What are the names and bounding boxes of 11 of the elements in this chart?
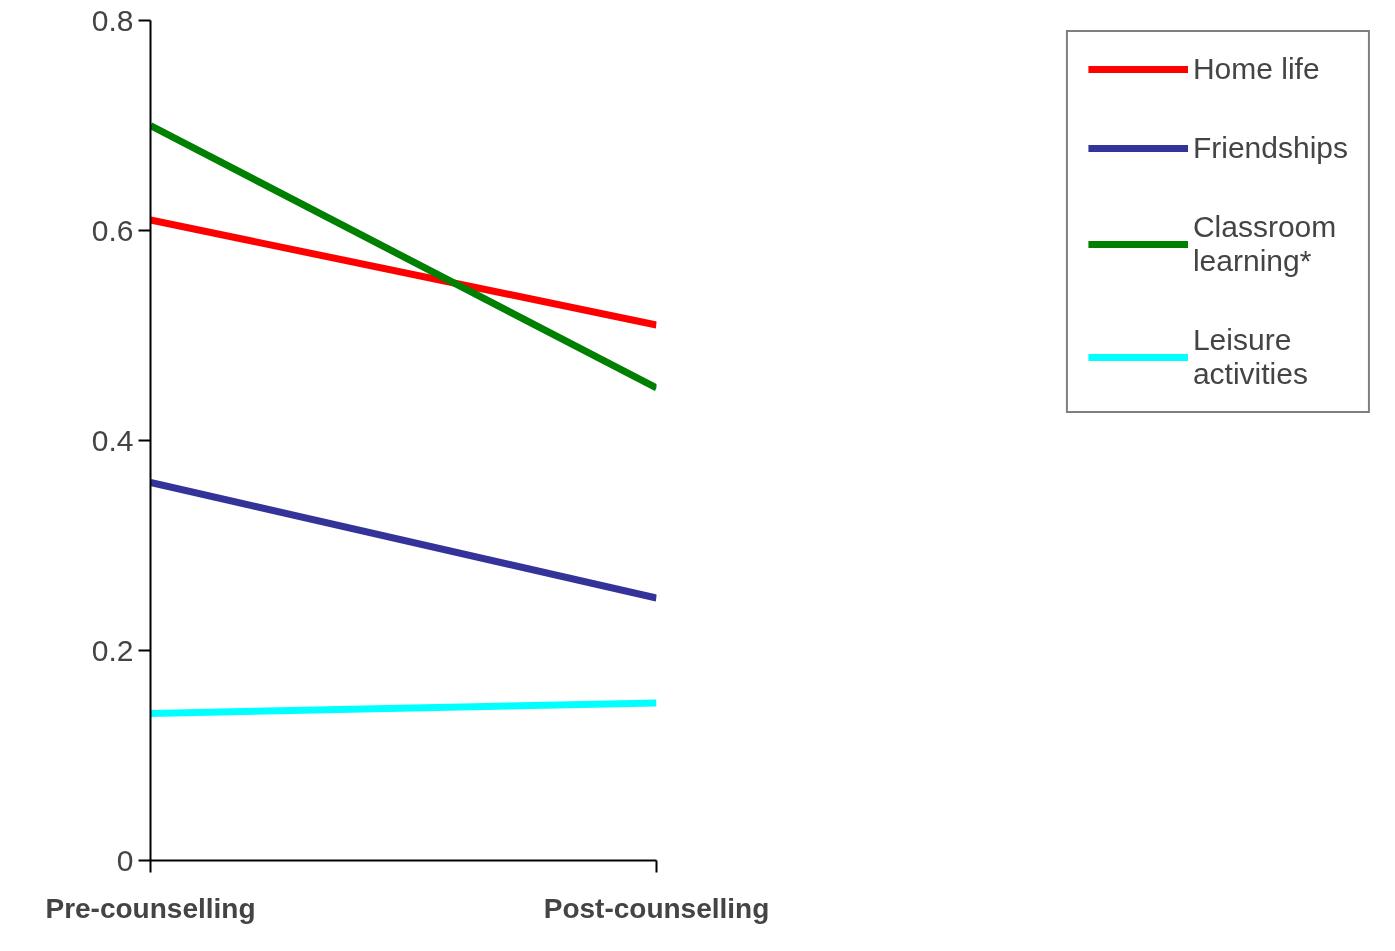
x-tick-label: Post-counselling: [543, 892, 770, 924]
legend-label: Home life: [1192, 52, 1320, 86]
y-tick-label: 0.8: [91, 3, 134, 37]
y-tick-label: 0.2: [91, 633, 134, 667]
legend-label: Leisure activities: [1192, 323, 1308, 391]
y-tick-label: 0.6: [91, 213, 134, 247]
y-tick-label: 0: [116, 843, 134, 877]
legend-label: Friendships: [1192, 131, 1348, 165]
x-tick-label: Pre-counselling: [45, 892, 256, 924]
y-tick-label: 0.4: [91, 423, 134, 457]
legend-label: Classroom learning*: [1192, 210, 1337, 278]
